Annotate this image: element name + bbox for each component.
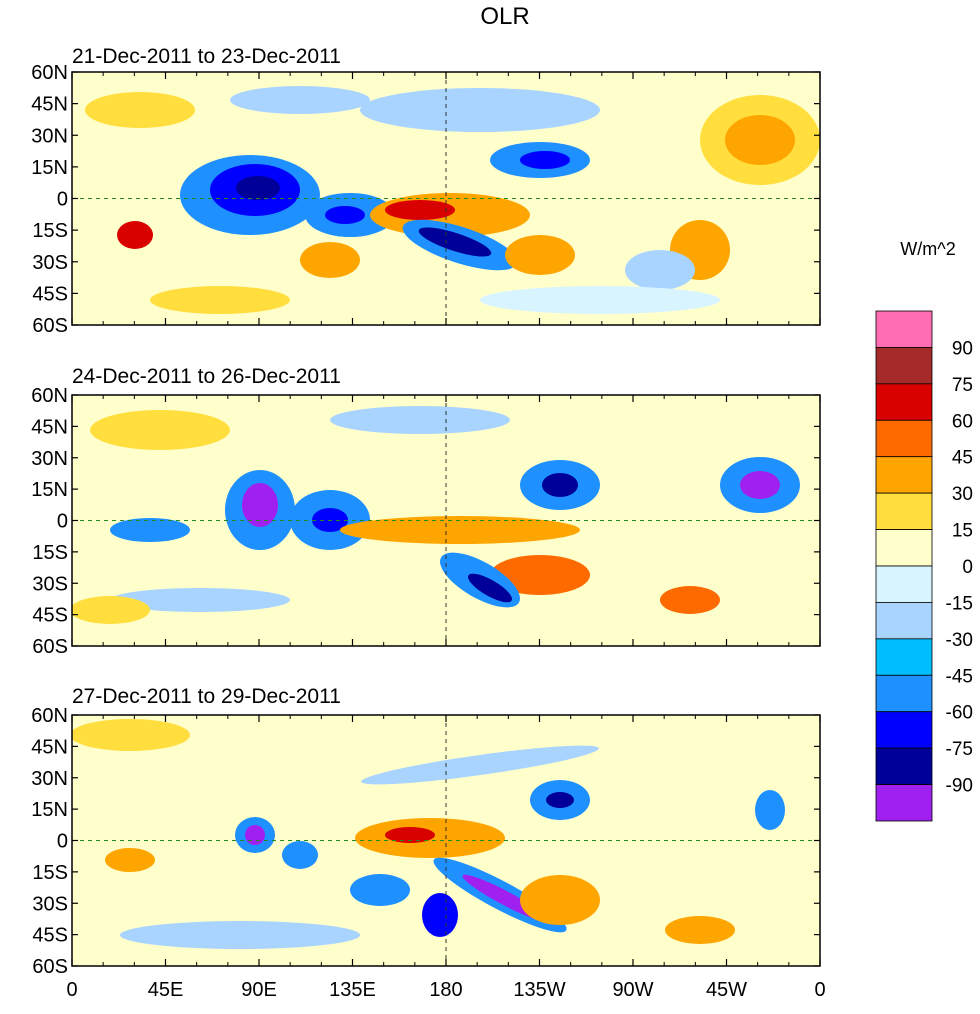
lat-label: 60S [32,636,68,658]
colorbar-unit-label: W/m^2 [900,239,955,259]
lat-label: 30N [31,448,68,470]
colorbar-level-label: 90 [952,338,973,359]
lat-label: 45S [32,605,68,627]
colorbar-swatch [875,529,933,567]
colorbar-level-label: -15 [946,593,973,614]
lon-label: 90W [612,979,653,1001]
lon-label: 0 [814,979,825,1001]
panel-1-date-range: 21-Dec-2011 to 23-Dec-2011 [72,45,341,68]
panel-3-date-range: 27-Dec-2011 to 29-Dec-2011 [72,685,341,708]
lat-label: 30N [31,125,68,147]
axes-layer: 60N 45N 30N 15N 0 15S 30S 45S 60S 60N 45N 30N 15N 0 15… [31,62,825,1001]
colorbar-swatch [875,638,933,676]
lat-label: 60N [31,385,68,407]
colorbar-swatch [875,310,933,348]
colorbar-level-label: 0 [962,557,973,578]
lon-label: 45W [706,979,747,1001]
lat-label: 15S [32,220,68,242]
lon-label: 0 [66,979,77,1001]
colorbar-level-label: 30 [952,484,973,505]
colorbar-level-label: 45 [952,448,973,469]
colorbar-swatch [875,602,933,640]
colorbar-swatch [875,347,933,385]
colorbar-level-label: 75 [952,375,973,396]
colorbar-level-label: -75 [946,739,973,760]
lat-label: 45N [31,94,68,116]
panel-1-field [72,72,820,325]
lat-label: 0 [57,511,68,533]
lat-label: 60S [32,315,68,337]
lat-label: 15N [31,479,68,501]
lat-label: 30S [32,573,68,595]
map-panel-1: 21-Dec-2011 to 23-Dec-2011 [71,45,821,326]
lat-label: 30N [31,768,68,790]
lat-label: 60N [31,705,68,727]
lon-label: 180 [429,979,462,1001]
lat-label: 0 [57,189,68,211]
colorbar: W/m^2 90 75 60 45 30 15 0 -15 -30 -45 -60 -75 -90 [875,239,973,822]
colorbar-level-label: -30 [946,630,973,651]
colorbar-swatch [875,383,933,421]
lat-label: 15S [32,542,68,564]
lat-label: 30S [32,893,68,915]
colorbar-level-label: 15 [952,521,973,542]
colorbar-swatch [875,674,933,713]
colorbar-swatch [875,711,933,749]
lat-label: 0 [57,831,68,853]
colorbar-swatch [875,492,933,530]
lat-label: 60S [32,956,68,978]
lat-label: 45N [31,736,68,758]
lat-label: 15N [31,799,68,821]
figure-title: OLR [480,3,529,30]
colorbar-level-label: -60 [946,703,973,724]
colorbar-swatch [875,784,933,822]
colorbar-level-label: 60 [952,411,973,432]
panel-2-date-range: 24-Dec-2011 to 26-Dec-2011 [72,365,341,388]
lat-label: 45S [32,925,68,947]
colorbar-swatch [875,456,933,494]
colorbar-swatch [875,419,933,458]
map-panel-2: 24-Dec-2011 to 26-Dec-2011 [71,365,821,647]
lat-label: 45S [32,283,68,305]
colorbar-swatch [875,747,933,785]
lon-label: 135E [329,979,376,1001]
lat-label: 45N [31,416,68,438]
lat-label: 60N [31,62,68,84]
lon-label: 90E [241,979,277,1001]
colorbar-level-label: -90 [946,776,973,797]
lon-label: 135W [513,979,565,1001]
lon-label: 45E [148,979,184,1001]
lat-label: 15N [31,157,68,179]
lat-label: 15S [32,862,68,884]
lat-label: 30S [32,252,68,274]
colorbar-level-label: -45 [946,666,973,687]
map-panel-3: 27-Dec-2011 to 29-Dec-2011 [71,685,821,967]
colorbar-swatch [875,565,933,603]
